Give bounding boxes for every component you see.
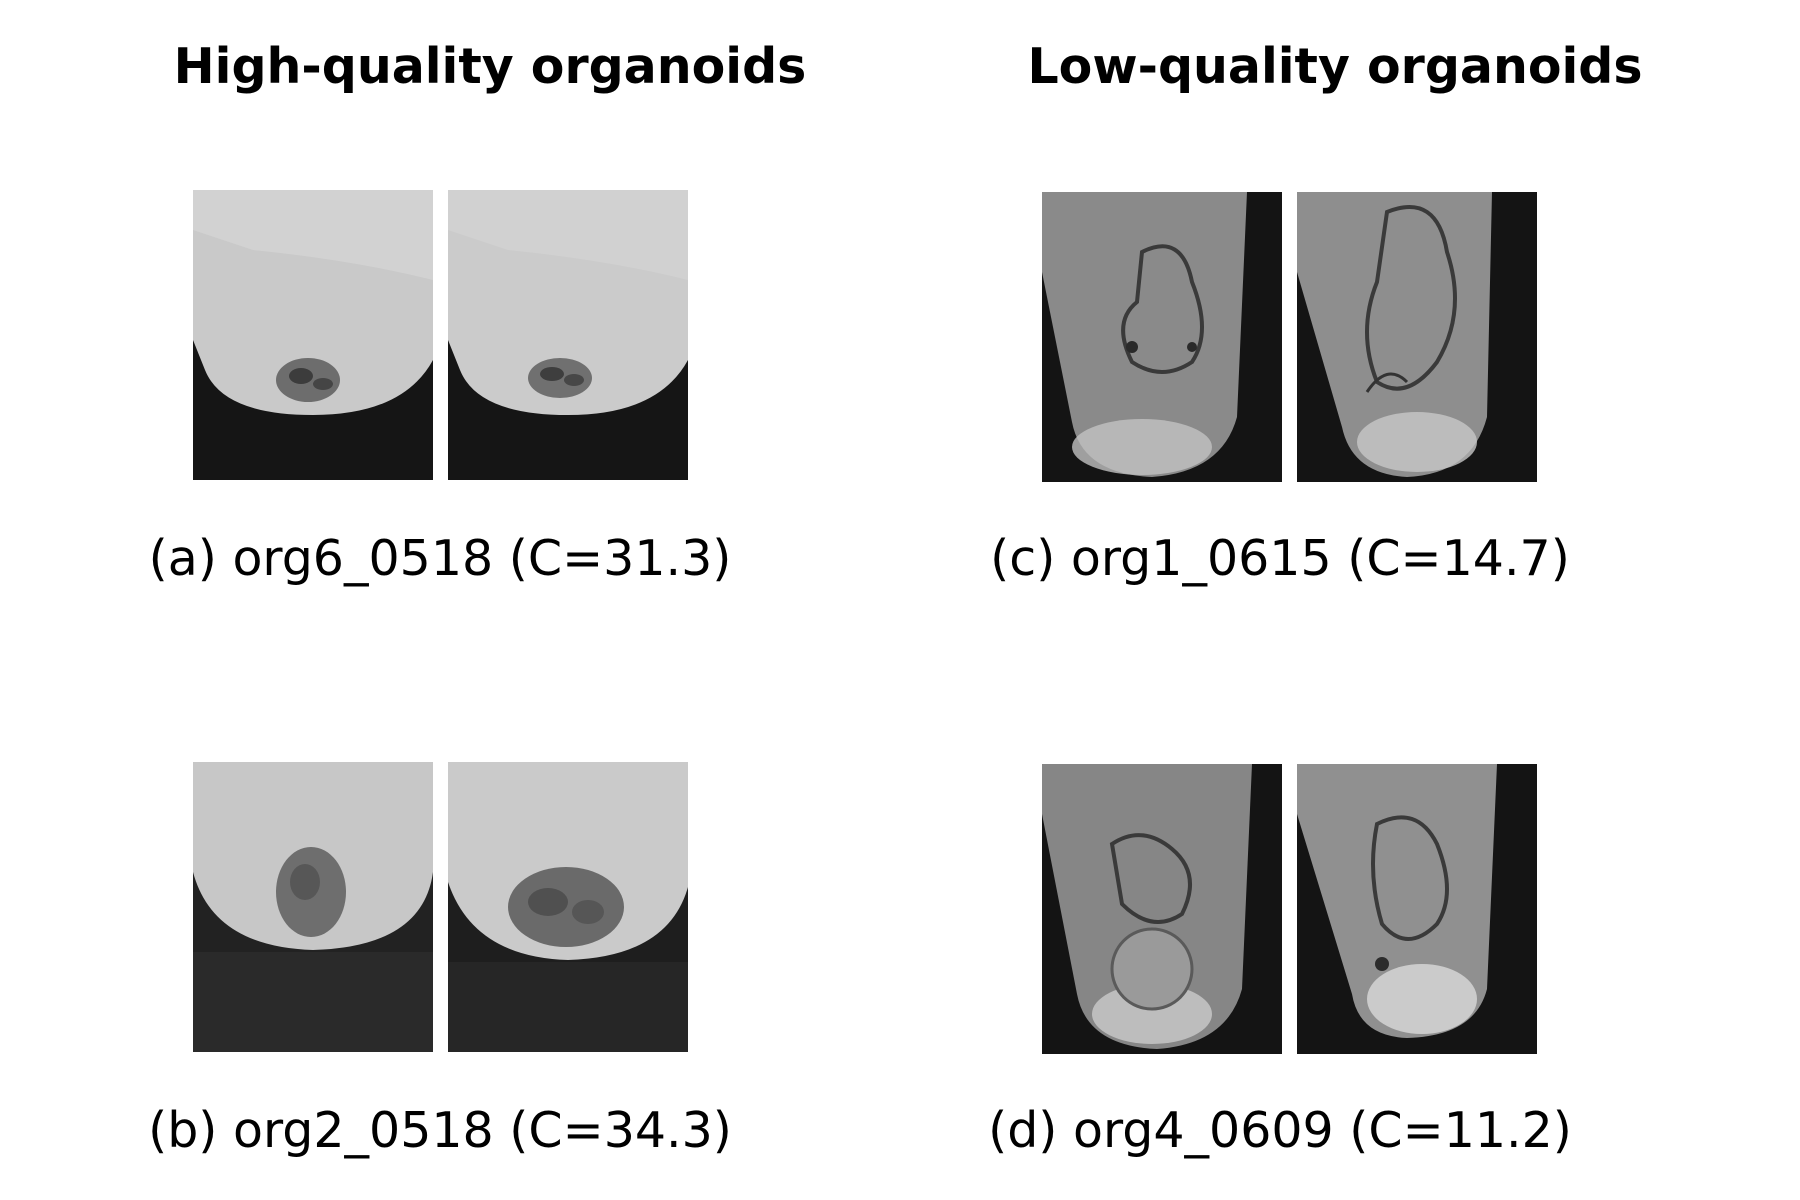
panel-b-caption: (b) org2_0518 (C=34.3) xyxy=(148,1102,732,1159)
panel-d-image-2 xyxy=(1297,764,1537,1054)
panel-d-image-1 xyxy=(1042,764,1282,1054)
title-high-quality: High-quality organoids xyxy=(173,38,807,95)
panel-b-image-2 xyxy=(448,762,688,1052)
panel-a-caption: (a) org6_0518 (C=31.3) xyxy=(148,530,732,587)
panel-a-image-1 xyxy=(193,190,433,480)
panel-b-image-1 xyxy=(193,762,433,1052)
panel-c-image-1 xyxy=(1042,192,1282,482)
panel-c-image-2 xyxy=(1297,192,1537,482)
panel-c-caption: (c) org1_0615 (C=14.7) xyxy=(990,530,1570,587)
title-low-quality: Low-quality organoids xyxy=(1027,38,1643,95)
panel-d-caption: (d) org4_0609 (C=11.2) xyxy=(988,1102,1572,1159)
panel-a-image-2 xyxy=(448,190,688,480)
